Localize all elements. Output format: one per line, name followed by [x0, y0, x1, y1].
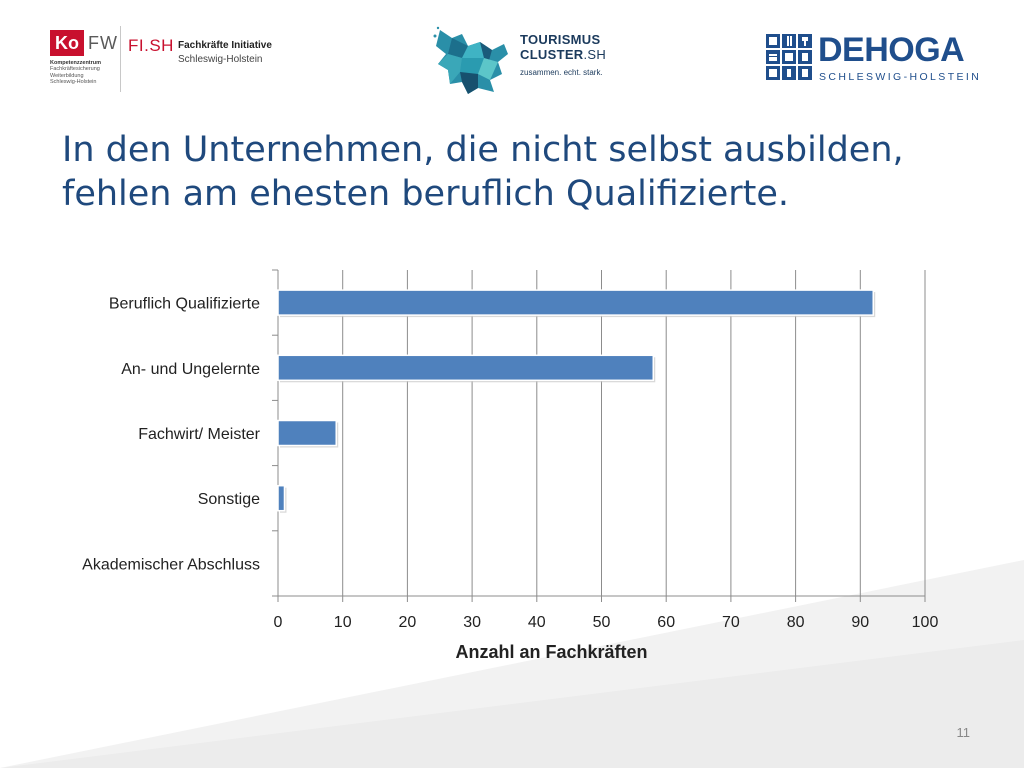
dehoga-name: DEHOGA	[818, 31, 965, 69]
fish-logo-name: FI.SH	[128, 36, 174, 55]
x-tick-label: 80	[787, 614, 805, 631]
x-tick-label: 20	[399, 614, 417, 631]
dehoga-pictogram-icon	[766, 34, 812, 80]
kofw-ko-mark: Ko	[50, 30, 84, 56]
tourismus-cluster-word: CLUSTER	[520, 47, 584, 62]
x-tick-label: 70	[722, 614, 740, 631]
x-tick-label: 100	[912, 614, 939, 631]
tourismus-sh-suffix: .SH	[583, 47, 607, 62]
kofw-subtitle-line-3: Schleswig-Holstein	[50, 79, 97, 86]
bar	[277, 354, 655, 382]
kofw-subtitle-bold: Kompetenzzentrum	[50, 60, 102, 66]
dehoga-region: SCHLESWIG-HOLSTEIN	[819, 71, 982, 83]
x-axis-title: Anzahl an Fachkräften	[455, 642, 647, 662]
bar	[277, 289, 874, 316]
kofw-subtitle: Kompetenzzentrum Fachkräftesicherung Wei…	[50, 60, 120, 86]
tourismus-line-1: TOURISMUS	[520, 32, 601, 47]
fish-logo-region: Schleswig-Holstein	[178, 54, 263, 65]
category-label: Beruflich Qualifizierte	[109, 296, 260, 313]
x-tick-label: 10	[334, 614, 352, 631]
page-number: 11	[956, 725, 971, 740]
category-label: Akademischer Abschluss	[82, 556, 260, 573]
category-label: An- und Ungelernte	[121, 361, 260, 378]
slide-title: In den Unternehmen, die nicht selbst aus…	[62, 130, 904, 214]
x-tick-label: 0	[274, 614, 283, 631]
bar	[277, 419, 337, 447]
x-tick-label: 40	[528, 614, 546, 631]
tourismus-line-2: CLUSTER.SH	[520, 47, 606, 62]
category-label: Fachwirt/ Meister	[138, 426, 260, 443]
schleswig-holstein-map-icon	[433, 26, 508, 94]
category-label: Sonstige	[198, 491, 260, 508]
bar	[277, 484, 286, 512]
x-tick-label: 90	[851, 614, 869, 631]
kofw-subtitle-line-2: Weiterbildung	[50, 72, 84, 79]
x-tick-label: 60	[657, 614, 675, 631]
kofw-fish-logo: Ko FW Kompetenzzentrum Fachkräftesicheru…	[50, 26, 300, 96]
x-tick-label: 30	[463, 614, 481, 631]
tourismus-slogan: zusammen. echt. stark.	[520, 68, 603, 77]
x-tick-label: 50	[593, 614, 611, 631]
logo-separator	[120, 26, 121, 92]
kofw-fw-mark: FW	[88, 33, 118, 53]
tourismus-cluster-logo: TOURISMUS CLUSTER.SH zusammen. echt. sta…	[432, 24, 632, 96]
fish-logo-title: Fachkräfte Initiative	[178, 40, 272, 51]
dehoga-logo: DEHOGA SCHLESWIG-HOLSTEIN	[766, 31, 979, 88]
kofw-subtitle-line-1: Fachkräftesicherung	[50, 66, 100, 73]
